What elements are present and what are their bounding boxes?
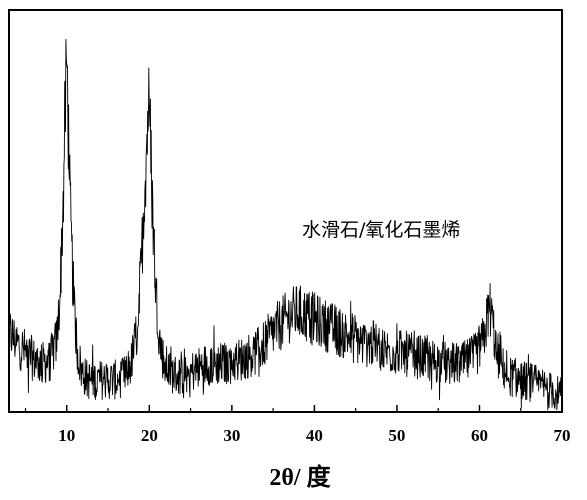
x-tick-label: 30 — [223, 426, 240, 445]
plot-frame — [8, 9, 563, 413]
series-line — [8, 38, 563, 411]
ticks-layer: 10 20 30 40 50 60 70 — [24, 405, 571, 445]
chart-annotation: 水滑石/氧化石墨烯 — [302, 219, 460, 241]
x-tick-label: 10 — [58, 426, 75, 445]
x-tick-label: 40 — [306, 426, 323, 445]
x-tick-label: 60 — [471, 426, 488, 445]
x-tick-label: 20 — [141, 426, 158, 445]
x-tick-label: 50 — [388, 426, 405, 445]
x-axis-label: 2θ/ 度 — [269, 463, 331, 491]
x-tick-label: 70 — [554, 426, 571, 445]
series-layer — [8, 38, 563, 411]
